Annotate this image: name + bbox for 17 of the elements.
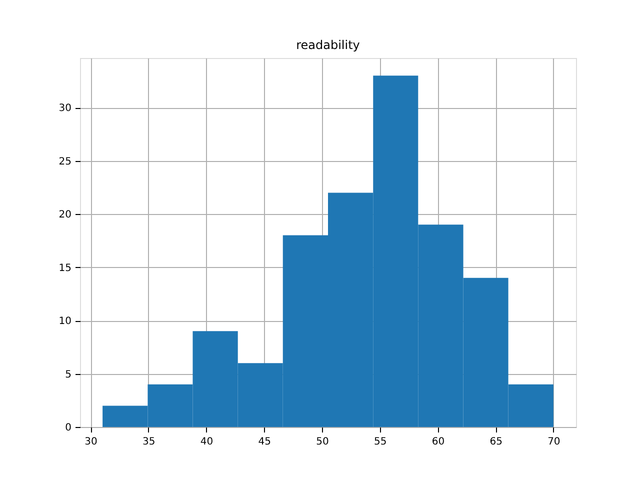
y-tick-label: 0 xyxy=(65,422,72,434)
x-tick-label: 55 xyxy=(374,436,387,448)
y-tick-label: 10 xyxy=(58,316,72,328)
y-tick-label: 5 xyxy=(65,369,72,380)
x-tick-label: 40 xyxy=(200,436,214,448)
x-tick-label: 35 xyxy=(142,436,156,448)
x-tick-label: 60 xyxy=(432,436,445,448)
y-tick-label: 20 xyxy=(58,210,72,221)
x-tick-label: 50 xyxy=(316,436,329,448)
x-tick-label: 70 xyxy=(548,436,560,448)
y-tick-label: 25 xyxy=(58,156,72,168)
chart-title: readability xyxy=(296,38,360,52)
x-tick-label: 65 xyxy=(490,436,502,448)
y-tick-label: 15 xyxy=(58,262,72,274)
x-tick-label: 30 xyxy=(84,436,98,448)
x-tick-label: 45 xyxy=(258,436,271,448)
y-tick-label: 30 xyxy=(58,103,72,114)
